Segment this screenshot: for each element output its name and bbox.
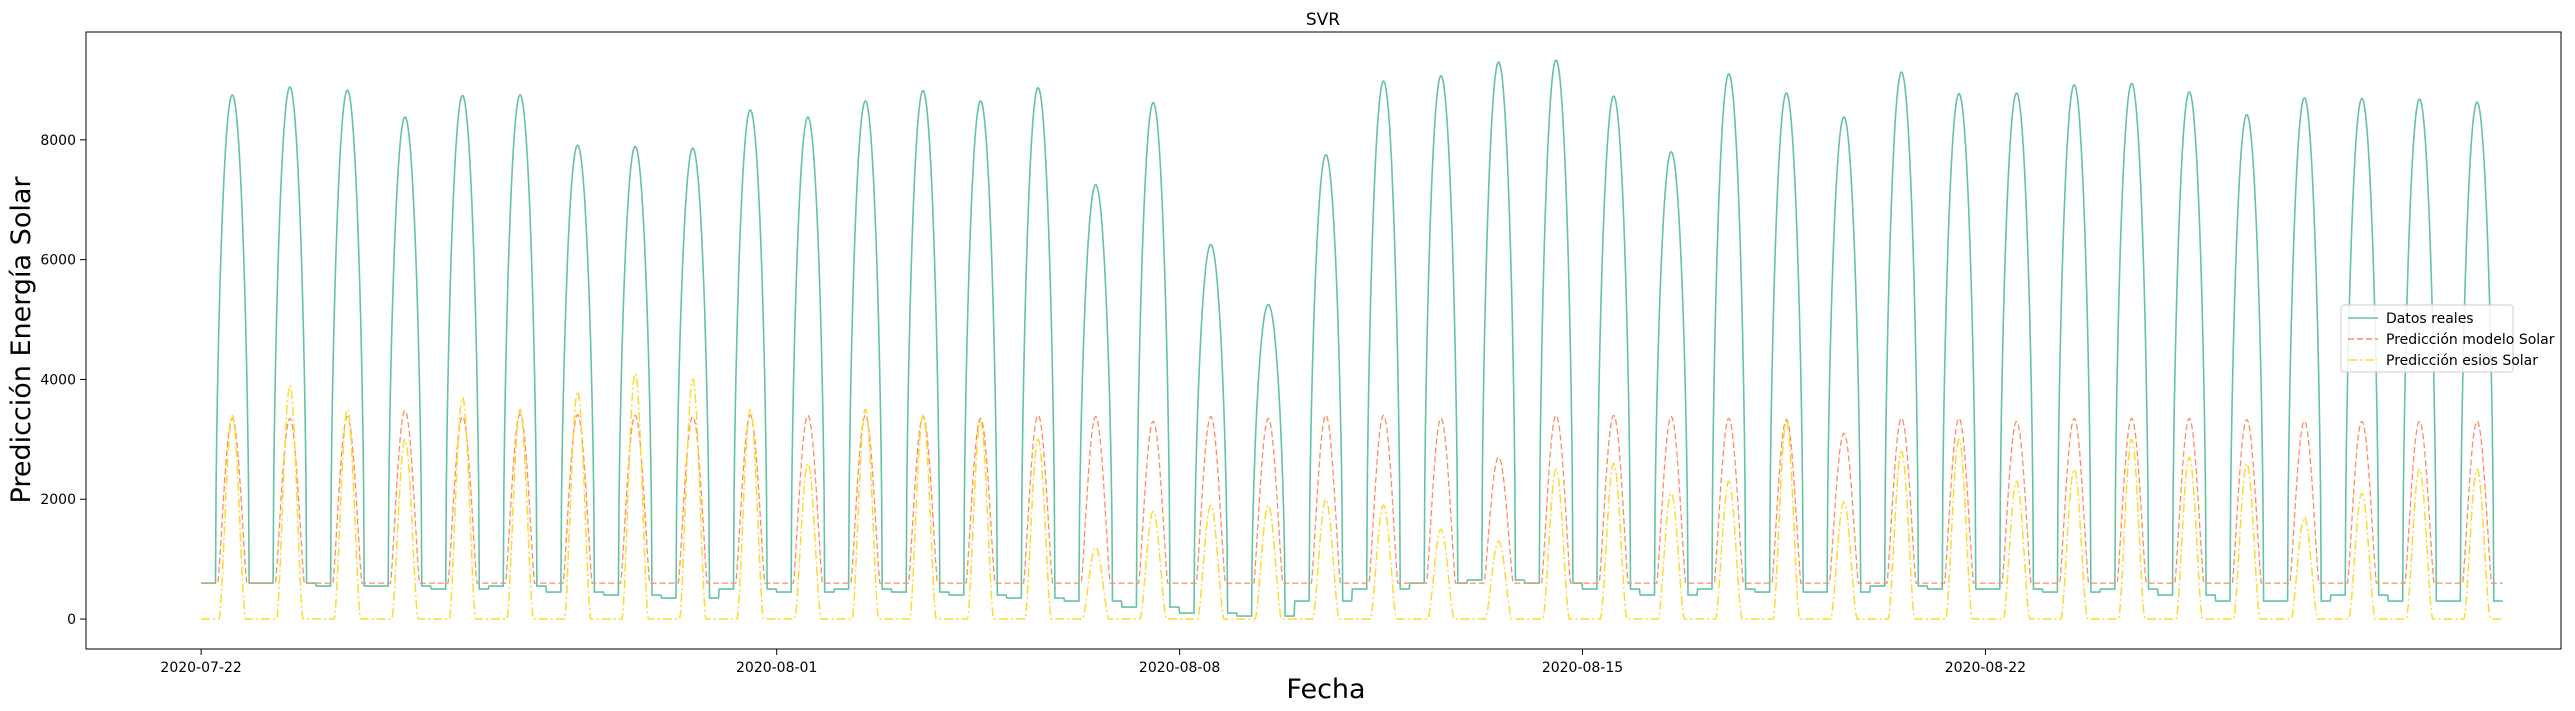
- y-axis-title: Predicción Energía Solar: [6, 176, 37, 504]
- y-tick-label-6000: 6000: [40, 253, 76, 269]
- x-axis-ticks: 2020-07-22 2020-08-01 2020-08-08 2020-08-15…: [160, 649, 2026, 676]
- y-tick-label-2000: 2000: [40, 492, 76, 508]
- y-tick-label-0: 0: [67, 612, 76, 628]
- y-tick-label-8000: 8000: [40, 133, 76, 149]
- x-tick-label-2020-08-01: 2020-08-01: [736, 660, 817, 676]
- series-line-datos-reales: [200, 59, 2503, 617]
- x-tick-label-2020-07-22: 2020-07-22: [160, 660, 241, 676]
- x-tick-label-2020-08-22: 2020-08-22: [1945, 660, 2026, 676]
- y-axis-ticks: 0 2000 4000 6000 8000: [40, 133, 86, 628]
- legend-label-prediccion-modelo: Predicción modelo Solar: [2386, 332, 2555, 348]
- legend-label-prediccion-esios: Predicción esios Solar: [2386, 353, 2538, 369]
- y-tick-label-4000: 4000: [40, 372, 76, 388]
- legend-label-datos-reales: Datos reales: [2386, 311, 2474, 327]
- series-lines: [200, 59, 2503, 620]
- x-tick-label-2020-08-08: 2020-08-08: [1139, 660, 1220, 676]
- x-axis-title: Fecha: [1286, 674, 1365, 705]
- chart-title: SVR: [1306, 10, 1340, 30]
- x-tick-label-2020-08-15: 2020-08-15: [1542, 660, 1623, 676]
- series-line-prediccion-esios-solar: [200, 372, 2503, 620]
- legend: Datos reales Predicción modelo Solar Pre…: [2340, 304, 2555, 373]
- plot-frame: [85, 31, 2562, 650]
- legend-box: [2340, 304, 2514, 373]
